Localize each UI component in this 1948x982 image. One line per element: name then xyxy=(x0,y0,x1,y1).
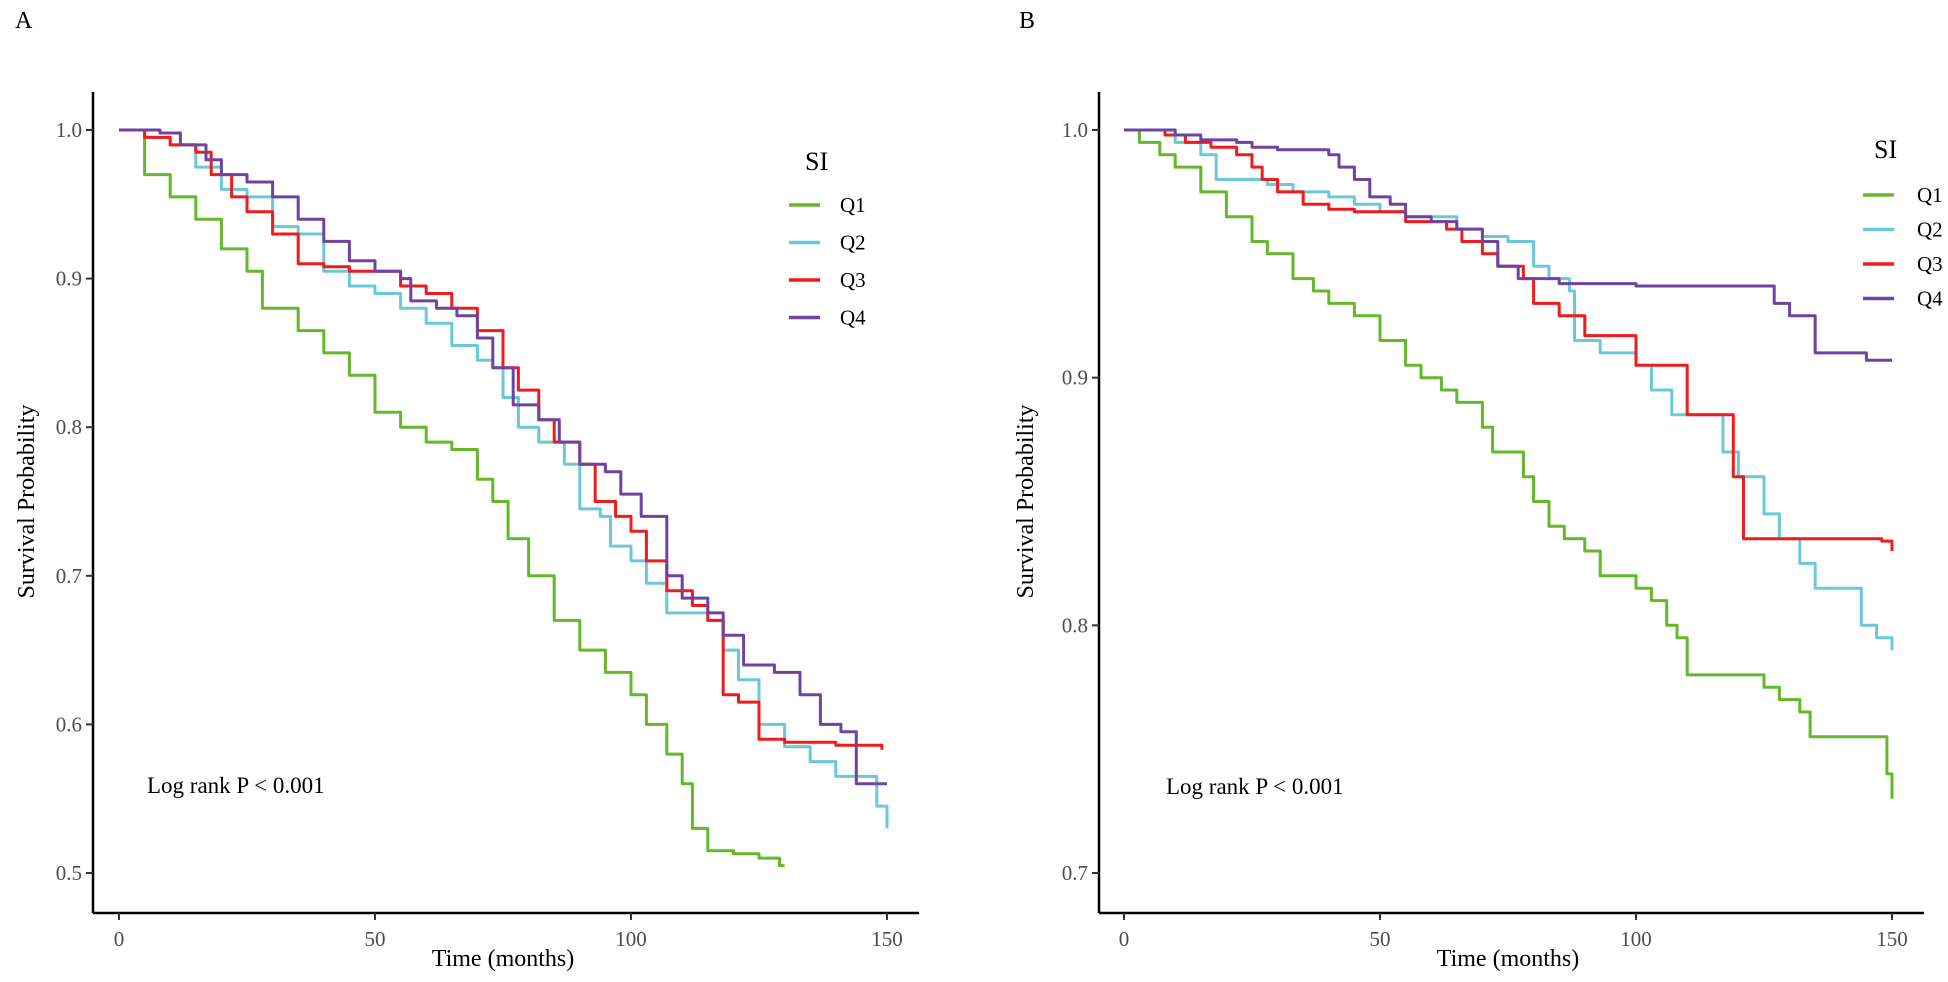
y-tick-label: 0.7 xyxy=(1062,861,1088,885)
x-tick-label: 100 xyxy=(615,927,647,951)
x-axis-title: Time (months) xyxy=(432,946,574,972)
y-tick-label: 0.5 xyxy=(56,861,82,885)
legend-title: SI xyxy=(1874,135,1897,164)
legend-label: Q1 xyxy=(1917,183,1943,207)
x-tick-label: 50 xyxy=(1370,927,1391,951)
x-tick-label: 0 xyxy=(1119,927,1130,951)
panel-label: B xyxy=(1019,8,1035,34)
legend-label: Q3 xyxy=(1917,252,1943,276)
y-tick-label: 1.0 xyxy=(1062,118,1088,142)
legend-label: Q3 xyxy=(840,268,866,292)
y-tick-label: 0.7 xyxy=(56,564,82,588)
survival-curve-q4 xyxy=(119,128,887,786)
y-tick-label: 0.8 xyxy=(56,415,82,439)
panel-a: A 0.5 0.6 0.7 0.8 0.9 1.0 0 50 100 150 Time (months… xyxy=(14,8,919,972)
log-rank-annotation: Log rank P < 0.001 xyxy=(147,773,325,798)
legend: SI Q1 Q2 Q3 Q4 xyxy=(789,147,866,330)
survival-curve-q2 xyxy=(119,128,889,829)
legend-label: Q2 xyxy=(840,231,866,255)
panel-label: A xyxy=(15,8,33,34)
survival-curve-q3 xyxy=(1124,128,1894,551)
survival-curve-q3 xyxy=(119,128,884,750)
y-axis-title: Survival Probability xyxy=(14,405,40,599)
y-tick-label: 0.9 xyxy=(56,267,82,291)
survival-curve-q1 xyxy=(119,128,785,868)
x-tick-label: 50 xyxy=(365,927,386,951)
legend: SI Q1 Q2 Q3 Q4 xyxy=(1863,135,1943,311)
panel-b: B 0.7 0.8 0.9 1.0 0 50 100 150 Time (months) Survi… xyxy=(1013,8,1943,972)
survival-curve-q4 xyxy=(1124,128,1892,362)
legend-label: Q4 xyxy=(1917,287,1943,311)
survival-curve-q1 xyxy=(1124,128,1894,799)
y-tick-label: 0.8 xyxy=(1062,613,1088,637)
legend-title: SI xyxy=(805,147,828,176)
x-tick-label: 150 xyxy=(871,927,903,951)
y-tick-label: 0.6 xyxy=(56,712,82,736)
y-tick-label: 1.0 xyxy=(56,118,82,142)
survival-curve-q2 xyxy=(1124,128,1894,651)
y-axis-title: Survival Probability xyxy=(1013,405,1039,599)
legend-label: Q4 xyxy=(840,306,866,330)
x-axis-title: Time (months) xyxy=(1437,946,1579,972)
legend-label: Q2 xyxy=(1917,218,1943,242)
x-tick-label: 100 xyxy=(1620,927,1652,951)
log-rank-annotation: Log rank P < 0.001 xyxy=(1166,774,1344,799)
legend-label: Q1 xyxy=(840,193,866,217)
x-tick-label: 0 xyxy=(114,927,125,951)
y-tick-label: 0.9 xyxy=(1062,366,1088,390)
x-tick-label: 150 xyxy=(1876,927,1908,951)
